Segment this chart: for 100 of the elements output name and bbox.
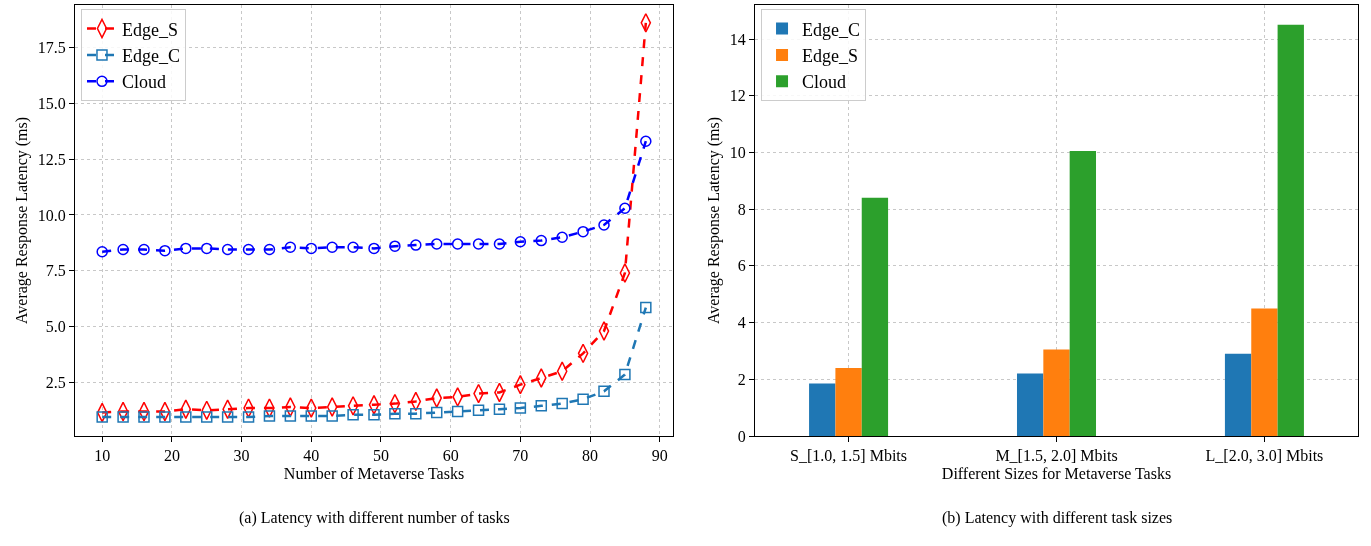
- point: [200, 242, 213, 255]
- legend-label: Edge_S: [121, 19, 178, 40]
- point: [577, 225, 589, 238]
- point: [430, 238, 443, 250]
- x-tick-label: 20: [163, 447, 180, 465]
- point: [598, 385, 610, 398]
- point: [284, 410, 297, 422]
- point: [368, 242, 380, 255]
- x-tick-label: L_[2.0, 3.0] Mbits: [1205, 447, 1324, 465]
- legend-label: Edge_S: [802, 45, 859, 66]
- point: [96, 411, 108, 423]
- point: [326, 241, 338, 254]
- point: [598, 219, 610, 231]
- point: [410, 407, 422, 420]
- point: [472, 404, 485, 417]
- x-tick-label: 50: [372, 447, 389, 465]
- y-tick-label: 12.5: [37, 150, 66, 168]
- point: [556, 397, 568, 410]
- y-tick-label: 5.0: [45, 318, 66, 336]
- y-tick-label: 10.0: [37, 206, 66, 224]
- y-tick-label: 10: [729, 144, 746, 162]
- x-tick-label: 90: [651, 447, 668, 465]
- point: [389, 407, 401, 420]
- point: [577, 393, 589, 405]
- point: [640, 301, 652, 314]
- x-tick-label: 10: [94, 447, 111, 465]
- x-tick-label: 70: [512, 447, 529, 465]
- bar: [1224, 353, 1252, 436]
- y-axis-title: Average Response Latency (ms): [704, 116, 723, 325]
- legend-label: Cloud: [802, 72, 847, 93]
- point: [242, 243, 255, 256]
- point: [138, 243, 150, 256]
- point: [180, 411, 192, 423]
- point: [159, 411, 171, 423]
- y-tick-label: 2.5: [45, 374, 66, 391]
- y-tick-label: 15.0: [37, 94, 66, 112]
- point: [472, 238, 485, 250]
- point: [535, 400, 548, 412]
- y-tick-label: 7.5: [45, 262, 66, 280]
- x-tick-label: 60: [442, 447, 459, 465]
- point: [305, 410, 318, 422]
- point: [159, 244, 171, 257]
- bar: [835, 367, 862, 436]
- point: [619, 202, 631, 214]
- point: [430, 406, 443, 419]
- point: [200, 411, 213, 423]
- y-tick-label: 0: [737, 427, 746, 445]
- point: [640, 135, 652, 147]
- point: [347, 241, 359, 254]
- y-tick-label: 14: [729, 30, 746, 48]
- bar: [809, 383, 836, 436]
- bar: [861, 197, 889, 436]
- point: [368, 409, 380, 421]
- y-tick-label: 2: [737, 370, 746, 388]
- point: [180, 242, 192, 255]
- point: [117, 243, 129, 256]
- y-tick-label: 12: [729, 87, 746, 105]
- bar: [1251, 308, 1278, 436]
- point: [284, 241, 297, 254]
- text: (b) Latency with different task sizes: [942, 509, 1173, 527]
- point: [410, 239, 422, 251]
- bar: [1277, 24, 1304, 436]
- point: [556, 231, 568, 243]
- legend-label: Cloud: [121, 72, 166, 93]
- y-tick-label: 6: [737, 257, 746, 275]
- point: [619, 368, 631, 381]
- point: [305, 242, 318, 255]
- x-tick-label: S_[1.0, 1.5] Mbits: [790, 447, 908, 465]
- bar: [1069, 151, 1097, 436]
- point: [221, 411, 234, 423]
- point: [493, 403, 506, 415]
- point: [263, 243, 276, 256]
- point: [117, 411, 129, 423]
- point: [96, 246, 108, 258]
- point: [451, 405, 464, 418]
- x-axis-title: Different Sizes for Metaverse Tasks: [941, 465, 1172, 482]
- x-tick-label: 40: [303, 447, 320, 465]
- x-tick-label: M_[1.5, 2.0] Mbits: [995, 447, 1118, 465]
- point: [221, 243, 234, 256]
- x-axis-title: Number of Metaverse Tasks: [283, 465, 465, 482]
- point: [263, 410, 276, 422]
- point: [389, 240, 401, 252]
- x-tick-label: 80: [582, 447, 599, 465]
- point: [493, 238, 506, 250]
- point: [535, 234, 548, 247]
- bar: [1016, 373, 1044, 436]
- point: [514, 235, 527, 248]
- bar: [1043, 349, 1070, 436]
- point: [242, 411, 255, 423]
- text: (a) Latency with different number of tasks: [239, 509, 510, 527]
- point: [347, 409, 359, 421]
- x-tick-label: 30: [233, 447, 250, 465]
- point: [138, 411, 150, 423]
- legend-label: Edge_C: [802, 19, 861, 40]
- y-tick-label: 8: [737, 200, 746, 218]
- point: [326, 410, 338, 422]
- point: [514, 402, 527, 414]
- legend-label: Edge_C: [121, 45, 180, 66]
- y-axis-title: Average Response Latency (ms): [12, 116, 31, 325]
- y-tick-label: 4: [737, 314, 746, 332]
